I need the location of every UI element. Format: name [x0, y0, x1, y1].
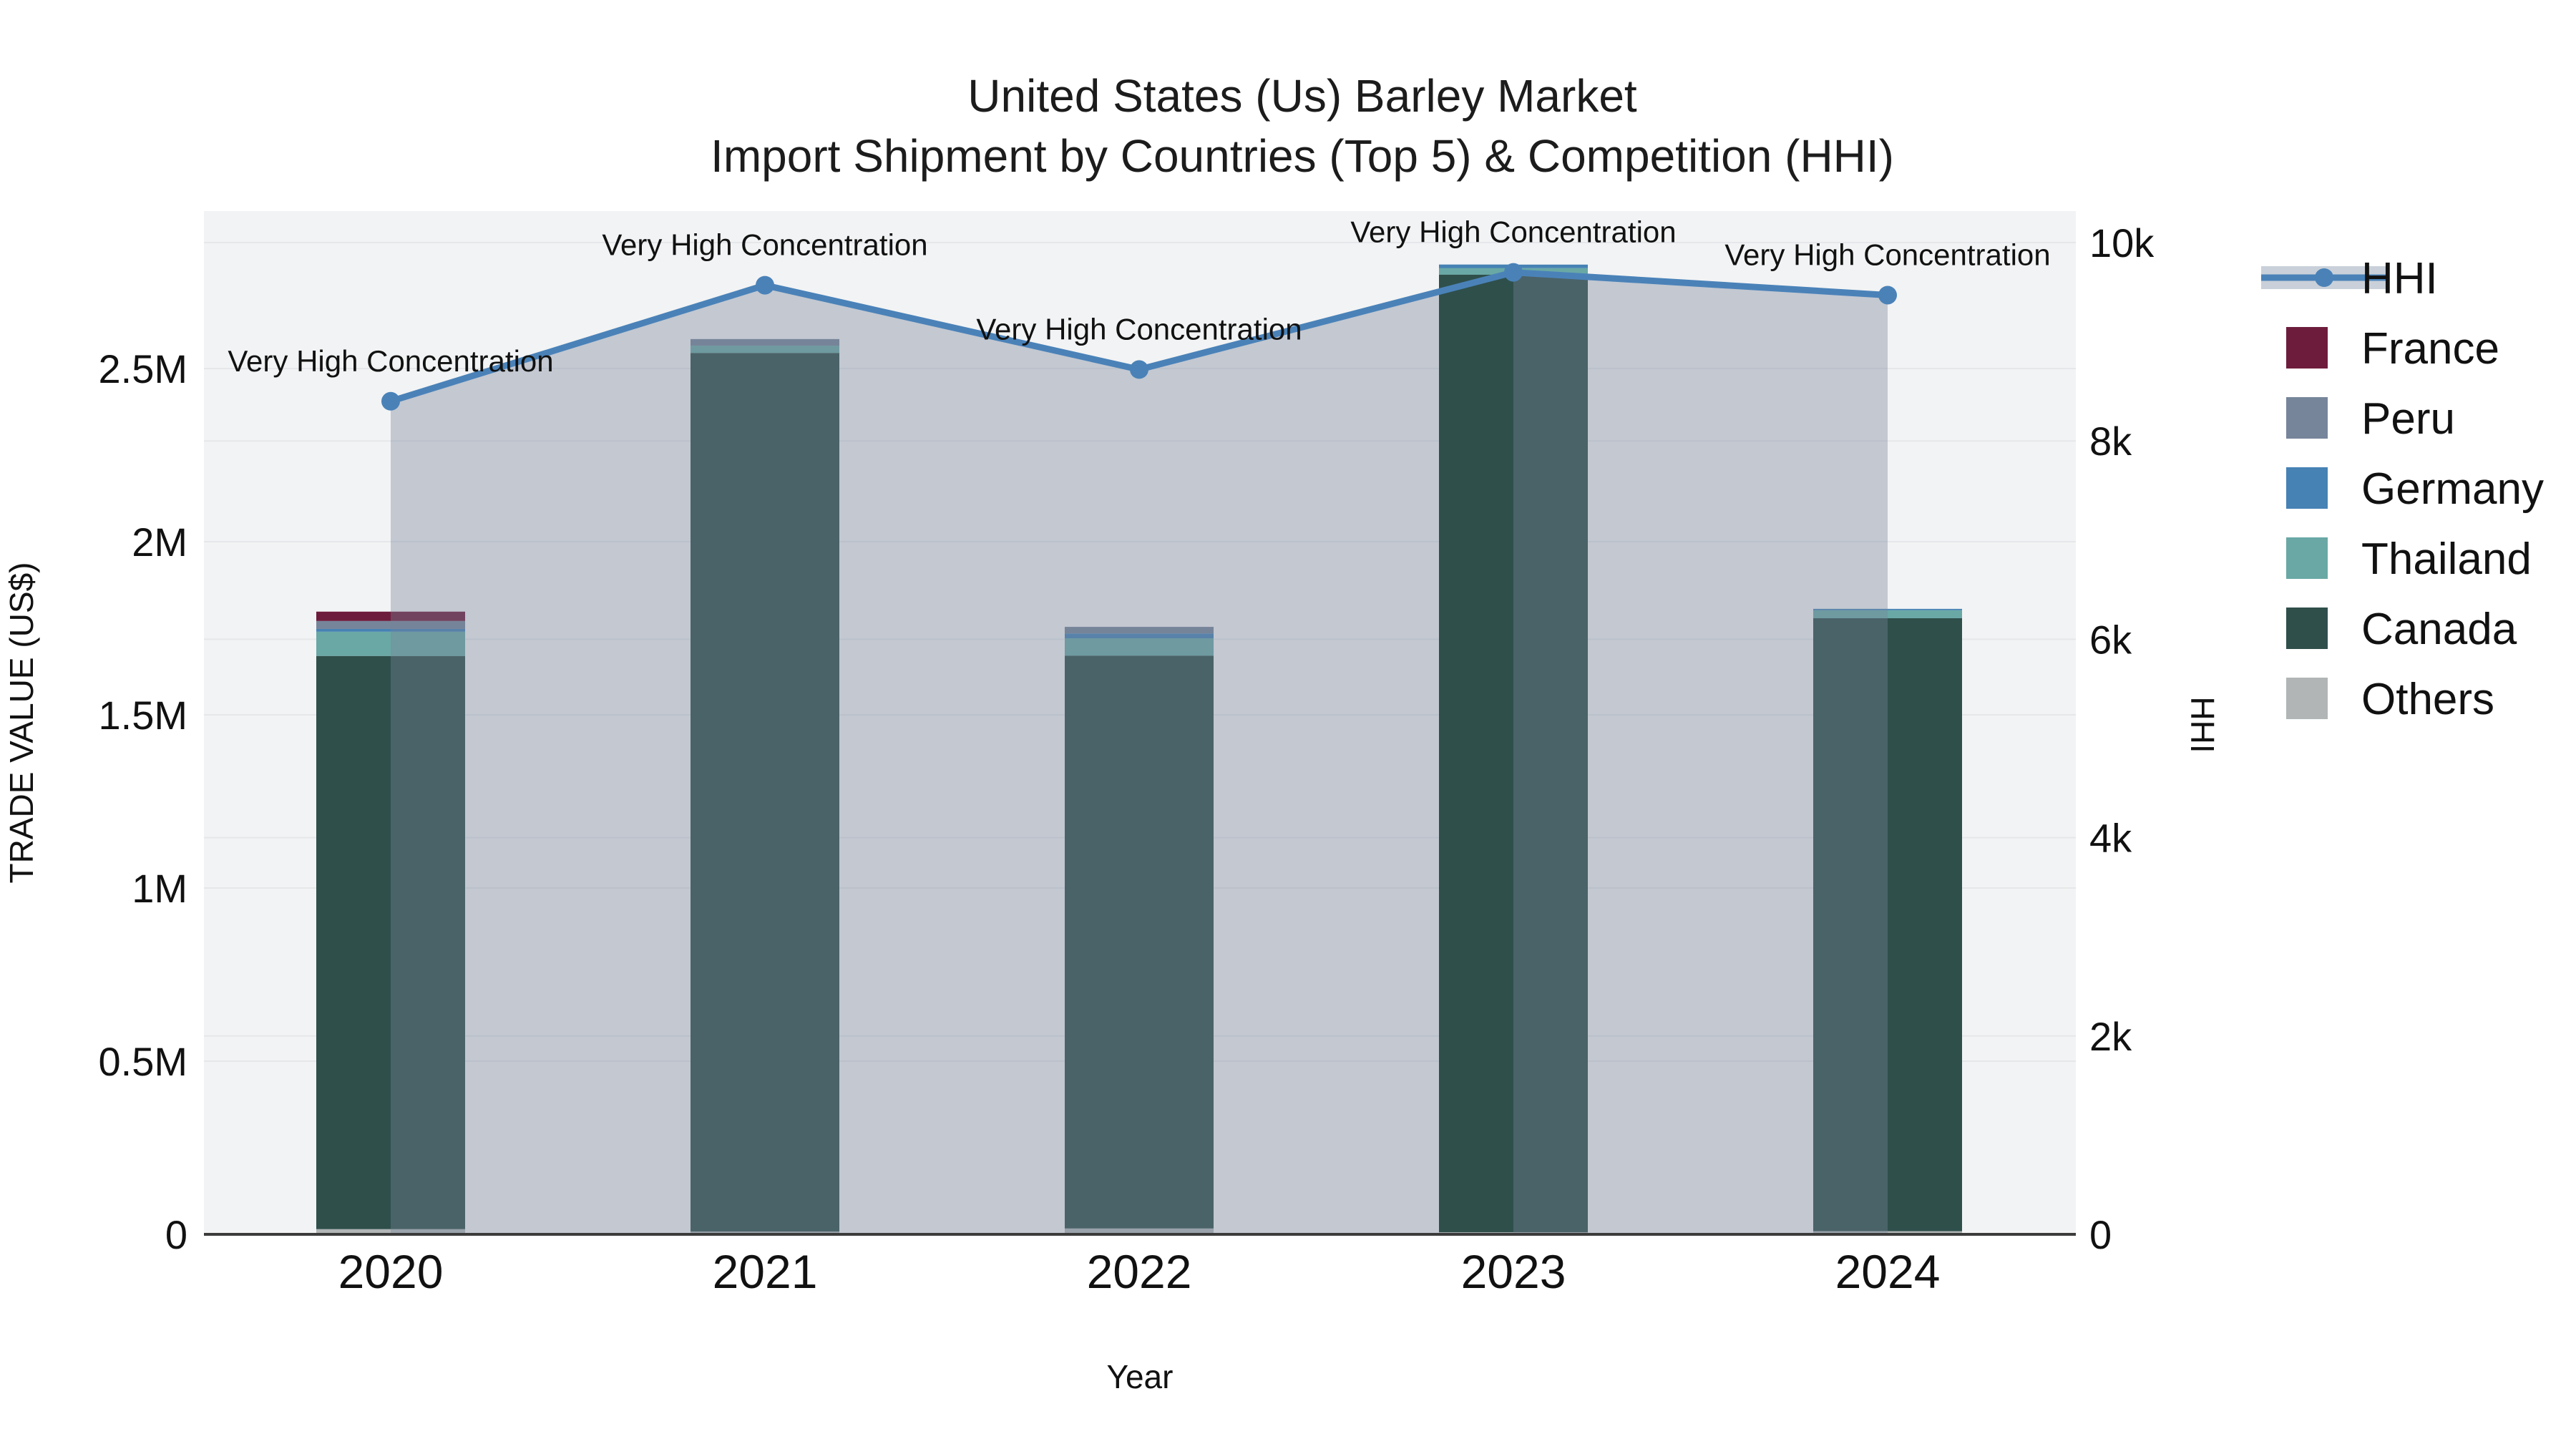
- right-axis-title: HHI: [2184, 696, 2221, 753]
- x-tick-2024: 2024: [1835, 1245, 1941, 1298]
- left-tick-1.5M: 1.5M: [99, 693, 188, 738]
- right-tick-4k: 4k: [2089, 816, 2132, 861]
- bar-segment-canada-2024[interactable]: [1813, 618, 1962, 1231]
- bar-segment-france-2020[interactable]: [316, 611, 465, 621]
- bar-segment-others-2020[interactable]: [316, 1229, 465, 1234]
- hhi-marker-2024[interactable]: [1878, 286, 1897, 305]
- bar-segment-canada-2023[interactable]: [1439, 274, 1513, 1233]
- bar-segment-canada-2021[interactable]: [691, 353, 839, 1232]
- hhi-marker-2021[interactable]: [756, 275, 774, 295]
- bar-segment-thailand-2020[interactable]: [316, 631, 465, 656]
- hhi-marker-2023[interactable]: [1504, 263, 1523, 282]
- legend-swatch-peru: [2286, 397, 2328, 439]
- x-tick-2022: 2022: [1087, 1245, 1192, 1298]
- legend-label-others: Others: [2361, 675, 2494, 724]
- legend-hhi-marker-sample: [2315, 268, 2333, 287]
- legend-item-others[interactable]: Others: [2286, 675, 2494, 724]
- bar-segment-thailand-2024[interactable]: [1813, 610, 1962, 618]
- annotation-2024: Very High Concentration: [1724, 238, 2050, 271]
- left-axis-title: TRADE VALUE (US$): [3, 562, 40, 883]
- left-tick-2M: 2M: [132, 519, 187, 565]
- legend-item-hhi[interactable]: HHI: [2261, 254, 2438, 303]
- annotation-2020: Very High Concentration: [228, 344, 553, 378]
- left-tick-1M: 1M: [132, 866, 187, 911]
- legend-swatch-thailand: [2286, 537, 2328, 579]
- bar-segment-peru-2022[interactable]: [1065, 627, 1214, 634]
- left-tick-0: 0: [165, 1212, 187, 1257]
- legend-item-canada[interactable]: Canada: [2286, 605, 2517, 654]
- bar-segment-thailand-2021[interactable]: [691, 346, 839, 353]
- bar-segment-germany-2022[interactable]: [1065, 633, 1214, 639]
- annotation-2022: Very High Concentration: [976, 312, 1302, 346]
- x-tick-2023: 2023: [1461, 1245, 1566, 1298]
- legend-swatch-germany: [2286, 467, 2328, 509]
- right-tick-6k: 6k: [2089, 617, 2132, 662]
- legend-label-canada: Canada: [2361, 605, 2517, 654]
- right-tick-8k: 8k: [2089, 419, 2132, 464]
- legend-item-thailand[interactable]: Thailand: [2286, 535, 2532, 584]
- left-tick-0.5M: 0.5M: [99, 1039, 188, 1084]
- bar-segment-thailand-2022[interactable]: [1065, 638, 1214, 656]
- annotation-2021: Very High Concentration: [602, 228, 927, 262]
- bar-segment-peru-2020[interactable]: [316, 620, 465, 629]
- right-tick-2k: 2k: [2089, 1014, 2132, 1059]
- chart-title-line1: United States (Us) Barley Market: [967, 70, 1637, 122]
- bar-segment-germany-2020[interactable]: [316, 628, 465, 632]
- bar-segment-others-2022[interactable]: [1065, 1228, 1214, 1234]
- x-axis-title: Year: [1107, 1358, 1174, 1395]
- legend-swatch-france: [2286, 327, 2328, 369]
- hhi-area-fill: [391, 272, 1888, 1235]
- bar-segment-peru-2021[interactable]: [691, 338, 839, 346]
- legend-label-thailand: Thailand: [2361, 535, 2532, 584]
- x-tick-2020: 2020: [338, 1245, 444, 1298]
- annotation-2023: Very High Concentration: [1350, 215, 1676, 249]
- legend-item-germany[interactable]: Germany: [2286, 464, 2544, 514]
- legend-label-peru: Peru: [2361, 394, 2455, 444]
- bar-segment-canada-2020[interactable]: [316, 655, 465, 1229]
- chart-title: United States (Us) Barley Market Import …: [0, 66, 2576, 186]
- right-tick-0: 0: [2089, 1212, 2112, 1257]
- legend-item-peru[interactable]: Peru: [2286, 394, 2455, 444]
- legend-label-germany: Germany: [2361, 464, 2544, 514]
- legend-label-hhi: HHI: [2361, 254, 2438, 303]
- legend-swatch-canada: [2286, 608, 2328, 649]
- bar-segment-germany-2024[interactable]: [1813, 608, 1962, 610]
- bar-segment-others-2024[interactable]: [1813, 1231, 1962, 1234]
- hhi-marker-2022[interactable]: [1130, 360, 1148, 379]
- x-tick-2021: 2021: [713, 1245, 818, 1298]
- bar-segment-thailand-2023[interactable]: [1439, 268, 1513, 275]
- hhi-marker-2020[interactable]: [381, 391, 400, 411]
- chart-title-line2: Import Shipment by Countries (Top 5) & C…: [711, 130, 1894, 182]
- right-tick-10k: 10k: [2089, 220, 2155, 265]
- bar-segment-germany-2023[interactable]: [1439, 264, 1513, 268]
- left-tick-2.5M: 2.5M: [99, 346, 188, 391]
- legend-label-france: France: [2361, 324, 2499, 374]
- legend-swatch-others: [2286, 678, 2328, 719]
- legend-item-france[interactable]: France: [2286, 324, 2499, 374]
- bar-segment-canada-2022[interactable]: [1065, 655, 1214, 1229]
